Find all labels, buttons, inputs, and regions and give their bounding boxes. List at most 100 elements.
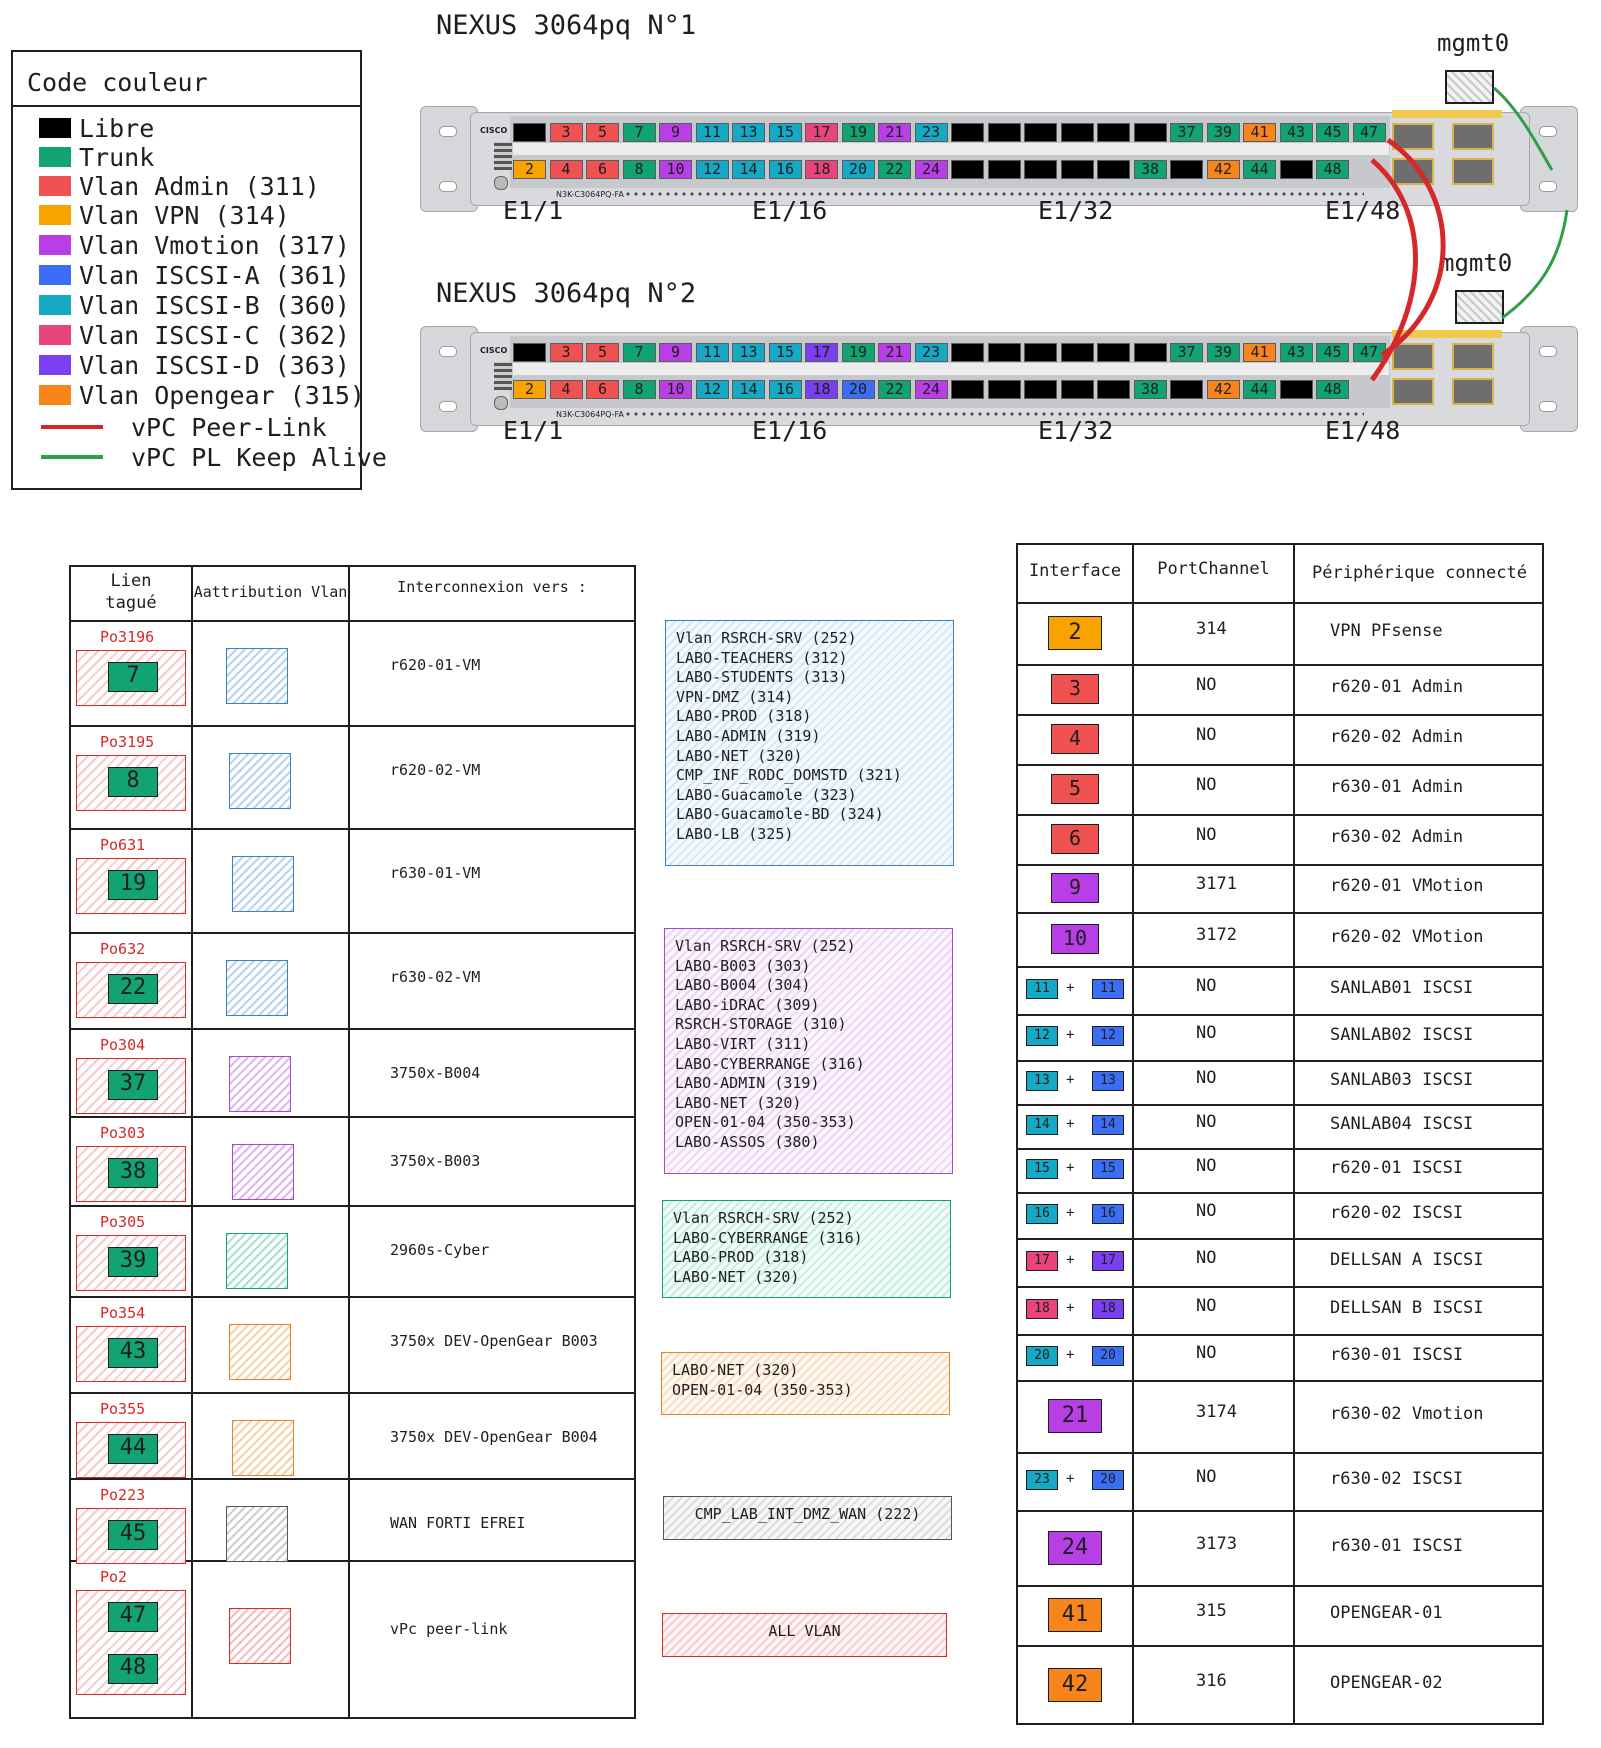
qsfp-header: [1392, 110, 1502, 118]
tagged-table-row-divider: [69, 1116, 636, 1118]
interface-table-col-divider: [1132, 543, 1134, 1725]
qsfp-header: [1392, 330, 1502, 338]
port-free: [513, 123, 546, 142]
vlan-group-red: ALL VLAN: [662, 1613, 947, 1657]
port-free: [1097, 123, 1130, 142]
interface-swatch-3: 3: [1051, 674, 1099, 704]
interface-swatch-13: 13: [1092, 1071, 1124, 1091]
legend-item: Vlan ISCSI-A (361): [39, 260, 350, 290]
tagged-port-39: 39: [108, 1247, 158, 1277]
vlan-entry: ALL VLAN: [768, 1622, 841, 1640]
legend-label: Libre: [79, 113, 155, 143]
port-38: 38: [1133, 380, 1167, 399]
qsfp-port: [1452, 123, 1494, 150]
keep-alive-cable-2: [1501, 209, 1569, 320]
vlan-assignment-swatch: [229, 753, 291, 809]
interface-swatch-17: 17: [1092, 1251, 1124, 1271]
vlan-entry: LABO-VIRT (311): [675, 1034, 811, 1053]
connected-device: r630-01 ISCSI: [1330, 1345, 1464, 1365]
vlan-entry: OPEN-01-04 (350-353): [675, 1113, 856, 1132]
portchannel-label: Po3195: [100, 733, 155, 751]
legend-label: Trunk: [79, 142, 155, 172]
vlan-entry: LABO-STUDENTS (313): [676, 668, 848, 687]
legend-line-sample: [41, 455, 103, 459]
connected-device: OPENGEAR-01: [1330, 1603, 1443, 1623]
port-9: 9: [659, 343, 692, 362]
port-9: 9: [659, 123, 692, 142]
interface-table-row-divider: [1016, 864, 1544, 866]
legend-item: Vlan Opengear (315): [39, 380, 365, 410]
legend-label: Vlan ISCSI-B (360): [79, 290, 350, 320]
interface-table-row-divider: [1016, 1060, 1544, 1062]
legend-label: Vlan ISCSI-C (362): [79, 320, 350, 350]
qsfp-port: [1392, 378, 1434, 405]
port-11: 11: [695, 343, 729, 362]
peer-link-cable-2: [1369, 158, 1418, 382]
tagged-port-44: 44: [108, 1434, 158, 1464]
vlan-entry: LABO-iDRAC (309): [675, 995, 820, 1014]
port-free: [1024, 343, 1057, 362]
plus-sign: +: [1066, 1347, 1075, 1363]
vlan-entry: LABO-PROD (318): [676, 707, 812, 726]
interface-swatch-12: 12: [1026, 1026, 1058, 1046]
rack-ear-hole: [1539, 401, 1557, 412]
status-led: [494, 176, 508, 190]
port-24: 24: [914, 380, 948, 399]
interface-swatch-20: 20: [1092, 1346, 1124, 1366]
port-6: 6: [586, 160, 619, 179]
switch-2-title: NEXUS 3064pq N°2: [436, 278, 697, 309]
legend-label: Vlan Vmotion (317): [79, 230, 350, 260]
port-24: 24: [914, 160, 948, 179]
interface-swatch-10: 10: [1051, 924, 1099, 954]
portchannel-value: 316: [1196, 1671, 1227, 1691]
interface-swatch-14: 14: [1026, 1115, 1058, 1135]
legend-label: Vlan VPN (314): [79, 200, 290, 230]
legend-label: Vlan ISCSI-A (361): [79, 260, 350, 290]
cable-layer: [1369, 86, 1569, 382]
tagged-port-7: 7: [108, 662, 158, 692]
connected-device: r630-02 Vmotion: [1330, 1404, 1484, 1424]
tagged-table-row-divider: [69, 1560, 636, 1562]
portchannel-value: NO: [1196, 725, 1217, 745]
plus-sign: +: [1066, 980, 1075, 996]
peer-link-cable-1: [1380, 137, 1446, 358]
interconnect-target: r620-01-VM: [390, 656, 481, 674]
header-portchannel: PortChannel: [1157, 559, 1270, 579]
portchannel-value: NO: [1196, 1156, 1217, 1176]
port-47: 47: [1352, 123, 1386, 142]
qsfp-port: [1452, 343, 1494, 370]
connected-device: VPN PFsense: [1330, 621, 1443, 641]
model-label: N3K-C3064PQ-FA: [556, 410, 624, 419]
port-7: 7: [622, 343, 656, 362]
portchannel-box: [76, 1058, 186, 1114]
tagged-table-row-divider: [69, 1392, 636, 1394]
legend-line-sample: [41, 425, 103, 429]
tagged-table-col-divider: [348, 565, 350, 1719]
interface-table-row-divider: [1016, 1192, 1544, 1194]
portchannel-value: NO: [1196, 825, 1217, 845]
connected-device: r630-01 Admin: [1330, 777, 1464, 797]
vlan-entry: CMP_LAB_INT_DMZ_WAN (222): [694, 1505, 921, 1523]
interconnect-target: 2960s-Cyber: [390, 1241, 490, 1259]
port-42: 42: [1206, 380, 1240, 399]
switch-1-title: NEXUS 3064pq N°1: [436, 10, 697, 41]
port-21: 21: [878, 123, 911, 142]
vlan-entry: LABO-ADMIN (319): [676, 726, 821, 745]
vlan-entry: LABO-PROD (318): [673, 1248, 809, 1267]
legend-label: vPC PL Keep Alive: [131, 442, 387, 472]
port-free: [1024, 160, 1057, 179]
legend-swatch: [39, 295, 71, 315]
interconnect-target: r620-02-VM: [390, 761, 481, 779]
portchannel-value: 3173: [1196, 1533, 1237, 1554]
port-48: 48: [1316, 380, 1349, 399]
vlan-group-purple: Vlan RSRCH-SRV (252) LABO-B003 (303) LABO-…: [664, 928, 953, 1174]
interface-swatch-24: 24: [1048, 1530, 1102, 1565]
vlan-entry: LABO-NET (320): [672, 1361, 799, 1379]
interface-label: E1/1: [503, 416, 564, 445]
portchannel-label: Po3196: [100, 628, 155, 646]
port-free: [1170, 380, 1203, 399]
connected-device: r630-02 Admin: [1330, 827, 1464, 847]
vlan-assignment-swatch: [226, 648, 288, 704]
legend-label: Vlan Opengear (315): [79, 380, 365, 410]
vlan-entry: RSRCH-STORAGE (310): [675, 1015, 847, 1034]
